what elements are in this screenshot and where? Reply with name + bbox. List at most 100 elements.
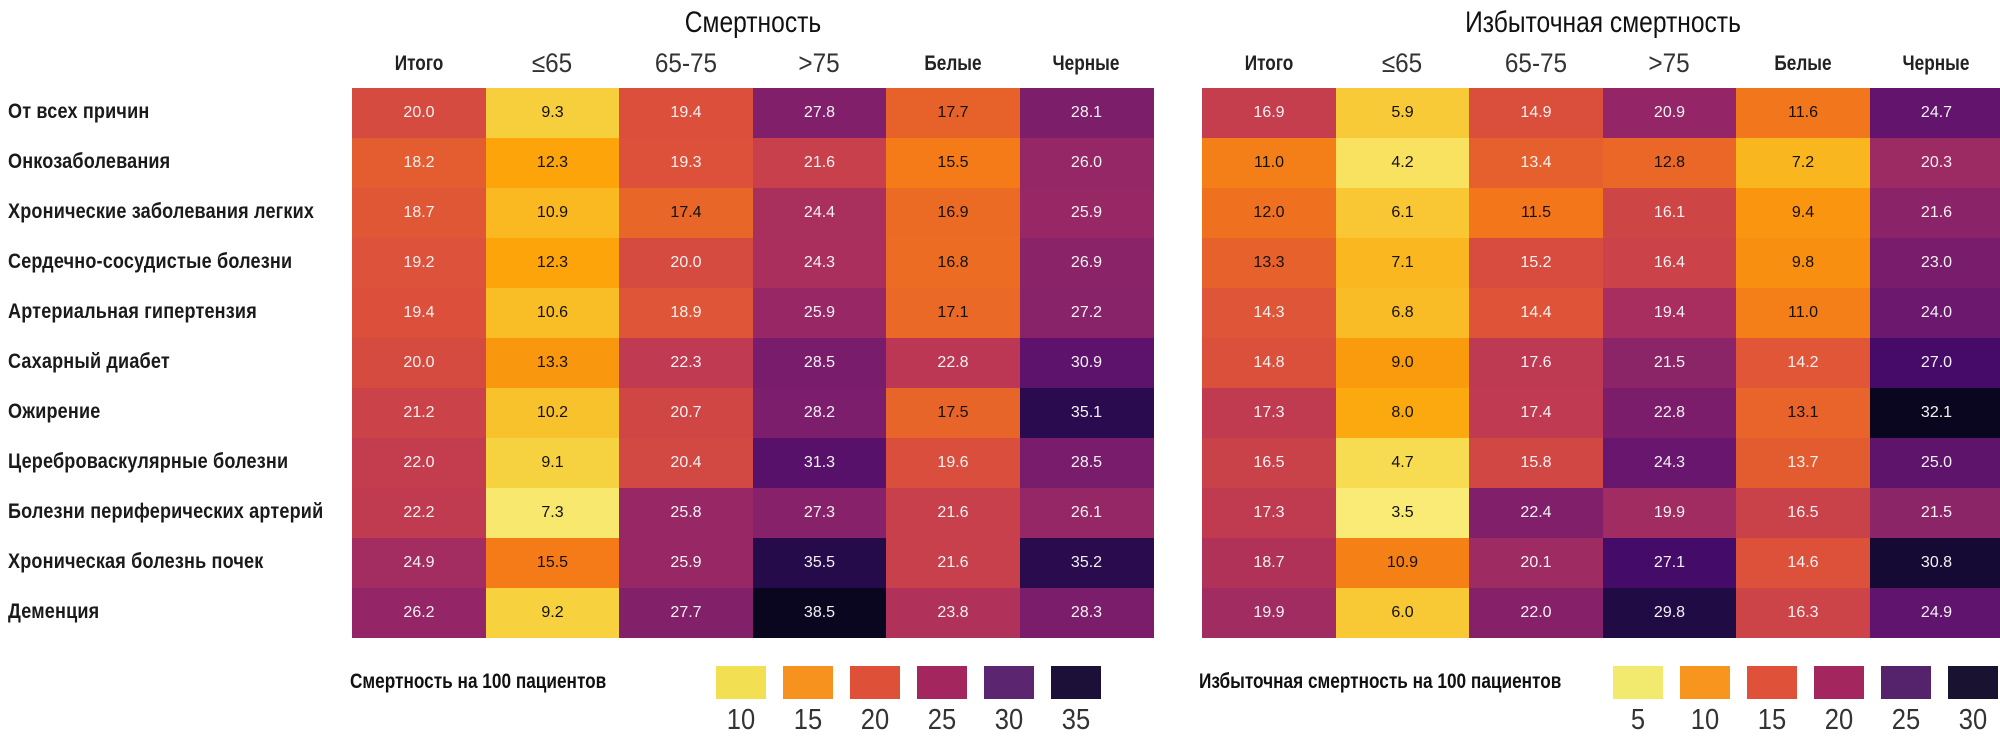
heatmap-cell: 25.8 bbox=[619, 488, 753, 538]
heatmap-cell: 19.4 bbox=[619, 88, 753, 138]
legend-tick-label: 35 bbox=[1061, 704, 1091, 736]
column-label: Итого bbox=[1244, 52, 1294, 75]
heatmap-cell: 27.2 bbox=[1019, 288, 1154, 338]
panel-title: Избыточная смертность bbox=[1464, 6, 1741, 39]
heatmap-cell: 6.0 bbox=[1335, 588, 1470, 638]
heatmap-cell: 30.9 bbox=[1019, 338, 1154, 388]
row-label: Ожирение bbox=[8, 400, 101, 423]
legend-swatch bbox=[1814, 666, 1864, 699]
heatmap-cell: 35.5 bbox=[752, 538, 887, 588]
heatmap-cell: 10.6 bbox=[485, 288, 620, 338]
heatmap-cell: 32.1 bbox=[1869, 388, 2000, 438]
legend-tick-label: 25 bbox=[927, 704, 957, 736]
column-label: Черные bbox=[1902, 52, 1970, 75]
legend-tick-label: 10 bbox=[1690, 704, 1720, 736]
heatmap-cell: 19.9 bbox=[1602, 488, 1737, 538]
heatmap-cell: 27.1 bbox=[1602, 538, 1737, 588]
heatmap-cell: 28.5 bbox=[752, 338, 887, 388]
heatmap-cell: 22.4 bbox=[1469, 488, 1603, 538]
heatmap-cell: 28.2 bbox=[752, 388, 887, 438]
row-label: Хроническая болезнь почек bbox=[8, 550, 264, 573]
row-label: Сердечно-сосудистые болезни bbox=[8, 250, 293, 273]
column-label: 65-75 bbox=[654, 48, 717, 78]
heatmap-cell: 21.6 bbox=[1869, 188, 2000, 238]
heatmap-cell: 19.4 bbox=[1602, 288, 1737, 338]
heatmap-cell: 13.3 bbox=[1202, 238, 1336, 288]
heatmap-cell: 27.8 bbox=[752, 88, 887, 138]
heatmap-cell: 20.9 bbox=[1602, 88, 1737, 138]
heatmap-cell: 6.1 bbox=[1335, 188, 1470, 238]
heatmap-cell: 14.3 bbox=[1202, 288, 1336, 338]
heatmap-cell: 25.9 bbox=[752, 288, 887, 338]
heatmap-cell: 13.3 bbox=[485, 338, 620, 388]
heatmap-cell: 20.1 bbox=[1469, 538, 1603, 588]
column-label: Черные bbox=[1052, 52, 1120, 75]
heatmap-cell: 38.5 bbox=[752, 588, 887, 638]
heatmap-cell: 14.6 bbox=[1736, 538, 1870, 588]
heatmap-cell: 9.8 bbox=[1736, 238, 1870, 288]
heatmap-cell: 22.0 bbox=[1469, 588, 1603, 638]
row-label: Цереброваскулярные болезни bbox=[8, 450, 289, 473]
legend-title: Смертность на 100 пациентов bbox=[350, 670, 607, 693]
heatmap-cell: 26.1 bbox=[1019, 488, 1154, 538]
heatmap-cell: 9.1 bbox=[485, 438, 620, 488]
legend-title: Избыточная смертность на 100 пациентов bbox=[1199, 670, 1562, 693]
row-label: Болезни периферических артерий bbox=[8, 500, 324, 523]
heatmap-cell: 20.3 bbox=[1869, 138, 2000, 188]
heatmap-cell: 14.2 bbox=[1736, 338, 1870, 388]
legend-tick-label: 30 bbox=[994, 704, 1024, 736]
heatmap-cell: 22.0 bbox=[352, 438, 486, 488]
column-label: >75 bbox=[1648, 48, 1690, 78]
heatmap-cell: 11.0 bbox=[1736, 288, 1870, 338]
heatmap-cell: 9.2 bbox=[485, 588, 620, 638]
legend-tick-label: 10 bbox=[726, 704, 756, 736]
legend-swatch bbox=[1881, 666, 1931, 699]
legend-tick-label: 20 bbox=[1824, 704, 1854, 736]
legend-tick-label: 25 bbox=[1891, 704, 1921, 736]
heatmap-cell: 16.9 bbox=[1202, 88, 1336, 138]
heatmap-cell: 21.5 bbox=[1869, 488, 2000, 538]
column-label: >75 bbox=[798, 48, 840, 78]
heatmap-cell: 25.9 bbox=[619, 538, 753, 588]
row-label: Артериальная гипертензия bbox=[8, 300, 257, 323]
heatmap-cell: 19.4 bbox=[352, 288, 486, 338]
heatmap-cell: 21.6 bbox=[886, 488, 1020, 538]
heatmap-cell: 24.0 bbox=[1869, 288, 2000, 338]
heatmap-cell: 18.9 bbox=[619, 288, 753, 338]
row-label: Хронические заболевания легких bbox=[8, 200, 315, 223]
heatmap-cell: 20.0 bbox=[352, 338, 486, 388]
heatmap-cell: 29.8 bbox=[1602, 588, 1737, 638]
legend-tick-label: 15 bbox=[793, 704, 823, 736]
legend-tick-label: 30 bbox=[1958, 704, 1988, 736]
legend-swatch bbox=[984, 666, 1034, 699]
heatmap-cell: 15.2 bbox=[1469, 238, 1603, 288]
heatmap-cell: 28.1 bbox=[1019, 88, 1154, 138]
heatmap-cell: 20.4 bbox=[619, 438, 753, 488]
heatmap-cell: 25.0 bbox=[1869, 438, 2000, 488]
heatmap-cell: 16.1 bbox=[1602, 188, 1737, 238]
heatmap-cell: 12.0 bbox=[1202, 188, 1336, 238]
heatmap-cell: 20.0 bbox=[352, 88, 486, 138]
heatmap-cell: 12.3 bbox=[485, 138, 620, 188]
heatmap-cell: 26.9 bbox=[1019, 238, 1154, 288]
legend-swatch bbox=[1613, 666, 1663, 699]
heatmap-cell: 16.5 bbox=[1736, 488, 1870, 538]
heatmap-cell: 17.3 bbox=[1202, 388, 1336, 438]
legend-swatch bbox=[1051, 666, 1101, 699]
heatmap-cell: 19.3 bbox=[619, 138, 753, 188]
heatmap-cell: 6.8 bbox=[1335, 288, 1470, 338]
heatmap-cell: 15.5 bbox=[886, 138, 1020, 188]
heatmap-cell: 22.3 bbox=[619, 338, 753, 388]
legend-swatch bbox=[716, 666, 766, 699]
legend-tick-label: 20 bbox=[860, 704, 890, 736]
heatmap-cell: 16.4 bbox=[1602, 238, 1737, 288]
legend-swatch bbox=[917, 666, 967, 699]
heatmap-cell: 15.8 bbox=[1469, 438, 1603, 488]
heatmap-cell: 10.2 bbox=[485, 388, 620, 438]
heatmap-cell: 14.9 bbox=[1469, 88, 1603, 138]
heatmap-cell: 11.0 bbox=[1202, 138, 1336, 188]
heatmap-cell: 17.6 bbox=[1469, 338, 1603, 388]
heatmap-cell: 10.9 bbox=[1335, 538, 1470, 588]
column-label: ≤65 bbox=[532, 48, 573, 78]
column-label: Белые bbox=[924, 52, 982, 75]
